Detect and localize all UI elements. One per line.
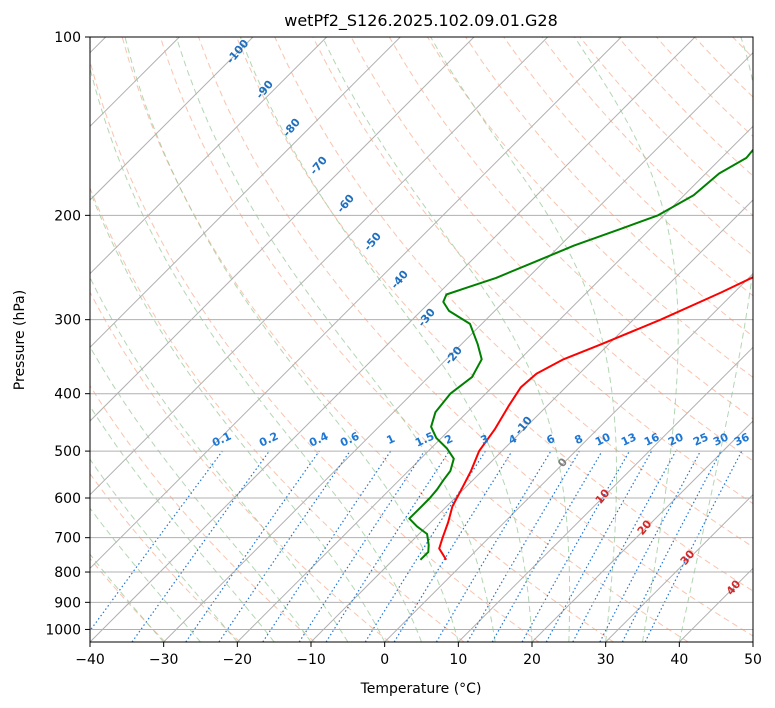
dewpoint-line [408, 148, 753, 561]
dry-adiabat-line [90, 59, 540, 642]
dry-adiabat-line [426, 37, 753, 378]
mixing-ratio-line [644, 450, 743, 642]
mixing-ratio-line [185, 450, 320, 642]
moist-adiabat-line [90, 507, 201, 642]
line-label: 30 [711, 430, 731, 448]
dry-adiabat-line [350, 37, 753, 462]
mixing-ratio-line [131, 450, 270, 642]
x-tick-label: 10 [449, 652, 467, 668]
dry-adiabat-line [236, 37, 753, 592]
dry-adiabat-line [388, 37, 753, 420]
moist-adiabat-line [90, 458, 238, 642]
x-tick-label: 0 [380, 652, 389, 668]
x-tick-label: −10 [296, 652, 326, 668]
y-tick-label: 600 [54, 491, 81, 507]
x-tick-label: −20 [223, 652, 253, 668]
mixing-ratio-line [572, 450, 677, 642]
mixing-ratio-line [218, 450, 351, 642]
isotherm-line [90, 37, 549, 496]
sounding-lines [408, 148, 753, 561]
moist-adiabat-line [90, 189, 386, 642]
moist-adiabat-line [430, 37, 617, 642]
dry-adiabat-line [90, 384, 316, 642]
dry-adiabat-line [90, 186, 465, 642]
x-axis-ticks: −40 −30 −20 −10 0 10 20 30 40 50 [75, 642, 762, 668]
plot-background [90, 37, 753, 642]
mixing-ratio-line [298, 450, 425, 642]
chart-title: wetPf2_S126.2025.102.09.01.G28 [284, 11, 558, 31]
y-tick-label: 800 [54, 565, 81, 581]
moist-adiabat-line [322, 37, 571, 642]
dry-adiabat-line [465, 37, 753, 338]
isotherm-line [531, 420, 753, 642]
dry-adiabat-line [503, 37, 753, 297]
moist-adiabat-line [678, 37, 753, 642]
moist-adiabat-line [90, 405, 275, 642]
moist-adiabat-line [90, 276, 349, 642]
moist-adiabat-line [124, 37, 459, 642]
line-label: 36 [732, 430, 752, 448]
y-axis-ticks: 1000 900 800 700 600 500 400 300 200 100 [45, 30, 90, 638]
y-tick-label: 100 [54, 30, 81, 46]
y-tick-label: 700 [54, 531, 81, 547]
moist-adiabat-line [90, 65, 422, 642]
moist-adiabat-line [574, 37, 679, 642]
plot-frame [89, 36, 754, 643]
moist-adiabat-line [239, 37, 533, 642]
mixing-ratio-line [393, 450, 513, 642]
x-axis-label: Temperature (°C) [360, 681, 482, 697]
y-tick-label: 400 [54, 387, 81, 403]
isotherm-line [605, 493, 753, 642]
isotherm-line [90, 37, 328, 275]
y-tick-label: 300 [54, 313, 81, 329]
mixing-ratio-line [325, 450, 450, 642]
y-tick-label: 1000 [45, 622, 81, 638]
isotherm-line [90, 37, 622, 570]
isotherm-line [90, 37, 475, 422]
mixing-ratio-line [545, 450, 653, 642]
x-tick-label: −30 [149, 652, 179, 668]
mixing-ratio-line [262, 450, 392, 642]
moist-adiabat-line [175, 37, 496, 642]
isotherm-line [163, 51, 753, 642]
y-tick-label: 500 [54, 444, 81, 460]
y-axis-label: Pressure (hPa) [12, 290, 28, 390]
pressure-grid [90, 37, 753, 630]
dry-adiabat-line [159, 37, 689, 642]
line-label: 16 [642, 430, 662, 448]
y-tick-label: 200 [54, 208, 81, 224]
x-tick-label: 50 [744, 652, 762, 668]
isotherm-line [236, 125, 753, 642]
isotherm-line [384, 272, 753, 642]
x-tick-label: 40 [670, 652, 688, 668]
dry-adiabat-line [90, 291, 390, 642]
isotherm-line [90, 37, 696, 642]
mixing-ratio-line [90, 450, 223, 632]
isotherm-line [90, 37, 401, 349]
line-label: 10 [593, 430, 613, 448]
x-tick-label: 30 [597, 652, 615, 668]
dry-adiabat-line [274, 37, 753, 548]
isotherm-line [752, 641, 753, 642]
mixing-ratio-line [521, 450, 631, 642]
x-tick-label: 20 [523, 652, 541, 668]
x-tick-label: −40 [75, 652, 105, 668]
dry-adiabat-line [771, 37, 775, 642]
line-label: 25 [691, 430, 710, 448]
moist-adiabat-line [90, 553, 165, 642]
temperature-line [438, 276, 753, 561]
dry-adiabat-line [121, 37, 614, 642]
isotherm-line [457, 346, 753, 642]
dry-adiabat-line [90, 472, 241, 642]
isotherm-line [90, 37, 254, 201]
line-label: 20 [666, 430, 686, 448]
y-tick-label: 900 [54, 595, 81, 611]
line-label: 13 [619, 430, 638, 448]
